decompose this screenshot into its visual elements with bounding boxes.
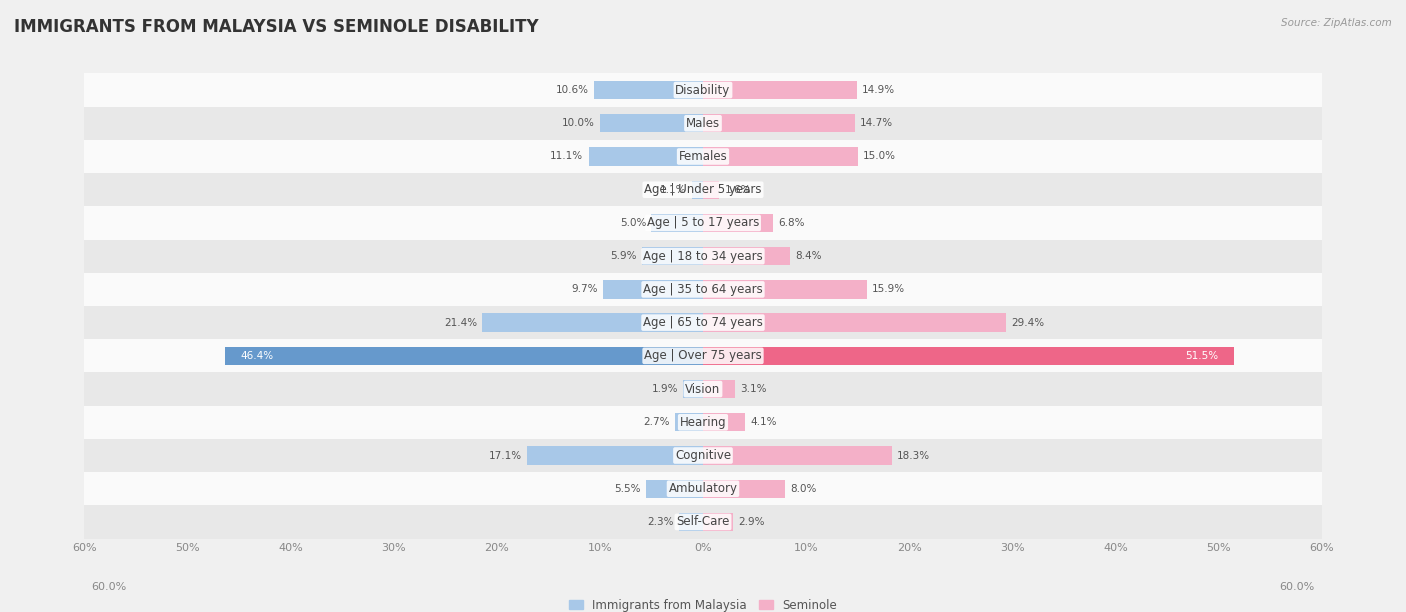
Text: 11.1%: 11.1%: [550, 152, 583, 162]
Bar: [703, 214, 773, 232]
Text: Age | Under 5 years: Age | Under 5 years: [644, 183, 762, 196]
Text: 17.1%: 17.1%: [488, 450, 522, 460]
Text: 2.7%: 2.7%: [644, 417, 671, 427]
Bar: [84, 306, 1322, 339]
Text: 6.8%: 6.8%: [779, 218, 804, 228]
Text: Vision: Vision: [685, 382, 721, 395]
Bar: [703, 114, 855, 132]
Bar: [84, 406, 1322, 439]
Bar: [703, 147, 858, 166]
Text: 15.0%: 15.0%: [863, 152, 896, 162]
Bar: [225, 346, 703, 365]
Text: Self-Care: Self-Care: [676, 515, 730, 528]
Bar: [84, 506, 1322, 539]
Text: 60.0%: 60.0%: [1279, 583, 1315, 592]
Bar: [703, 413, 745, 431]
Bar: [84, 439, 1322, 472]
Text: 4.1%: 4.1%: [751, 417, 778, 427]
Text: 1.6%: 1.6%: [724, 185, 751, 195]
Text: Age | 18 to 34 years: Age | 18 to 34 years: [643, 250, 763, 263]
Text: 29.4%: 29.4%: [1011, 318, 1045, 327]
Bar: [647, 480, 703, 498]
Text: 5.5%: 5.5%: [614, 483, 641, 494]
Bar: [84, 73, 1322, 106]
Bar: [703, 247, 790, 266]
Text: 10.6%: 10.6%: [555, 85, 589, 95]
Text: Source: ZipAtlas.com: Source: ZipAtlas.com: [1281, 18, 1392, 28]
Text: Hearing: Hearing: [679, 416, 727, 429]
Text: 51.5%: 51.5%: [1185, 351, 1219, 361]
Text: 8.0%: 8.0%: [790, 483, 817, 494]
Bar: [675, 413, 703, 431]
Bar: [703, 380, 735, 398]
Text: 14.7%: 14.7%: [859, 118, 893, 129]
Bar: [703, 280, 868, 299]
Text: 46.4%: 46.4%: [240, 351, 273, 361]
Bar: [703, 513, 733, 531]
Text: 8.4%: 8.4%: [794, 251, 821, 261]
Bar: [603, 280, 703, 299]
Bar: [703, 346, 1234, 365]
Text: Ambulatory: Ambulatory: [668, 482, 738, 495]
Text: 2.9%: 2.9%: [738, 517, 765, 527]
Bar: [703, 81, 856, 99]
Text: 1.9%: 1.9%: [652, 384, 678, 394]
Text: 21.4%: 21.4%: [444, 318, 477, 327]
Text: 9.7%: 9.7%: [571, 285, 598, 294]
Bar: [679, 513, 703, 531]
Text: Cognitive: Cognitive: [675, 449, 731, 462]
Text: Males: Males: [686, 117, 720, 130]
Bar: [703, 181, 720, 199]
Text: Age | Over 75 years: Age | Over 75 years: [644, 349, 762, 362]
Bar: [84, 472, 1322, 506]
Text: 18.3%: 18.3%: [897, 450, 929, 460]
Text: 1.1%: 1.1%: [659, 185, 686, 195]
Bar: [84, 106, 1322, 140]
Text: 14.9%: 14.9%: [862, 85, 894, 95]
Text: Age | 65 to 74 years: Age | 65 to 74 years: [643, 316, 763, 329]
Text: Age | 35 to 64 years: Age | 35 to 64 years: [643, 283, 763, 296]
Bar: [703, 480, 786, 498]
Bar: [84, 140, 1322, 173]
Text: 5.0%: 5.0%: [620, 218, 647, 228]
Bar: [683, 380, 703, 398]
Text: IMMIGRANTS FROM MALAYSIA VS SEMINOLE DISABILITY: IMMIGRANTS FROM MALAYSIA VS SEMINOLE DIS…: [14, 18, 538, 36]
Text: 2.3%: 2.3%: [648, 517, 673, 527]
Bar: [84, 173, 1322, 206]
Bar: [84, 373, 1322, 406]
Text: 15.9%: 15.9%: [872, 285, 905, 294]
Bar: [692, 181, 703, 199]
Bar: [593, 81, 703, 99]
Bar: [84, 339, 1322, 373]
Text: Disability: Disability: [675, 84, 731, 97]
Bar: [84, 239, 1322, 273]
Bar: [703, 313, 1007, 332]
Text: Age | 5 to 17 years: Age | 5 to 17 years: [647, 217, 759, 230]
Bar: [527, 446, 703, 465]
Legend: Immigrants from Malaysia, Seminole: Immigrants from Malaysia, Seminole: [564, 594, 842, 612]
Bar: [589, 147, 703, 166]
Bar: [643, 247, 703, 266]
Bar: [482, 313, 703, 332]
Text: 3.1%: 3.1%: [740, 384, 766, 394]
Bar: [84, 206, 1322, 239]
Text: 10.0%: 10.0%: [562, 118, 595, 129]
Bar: [84, 273, 1322, 306]
Text: 60.0%: 60.0%: [91, 583, 127, 592]
Text: 5.9%: 5.9%: [610, 251, 637, 261]
Bar: [651, 214, 703, 232]
Text: Females: Females: [679, 150, 727, 163]
Bar: [600, 114, 703, 132]
Bar: [703, 446, 891, 465]
